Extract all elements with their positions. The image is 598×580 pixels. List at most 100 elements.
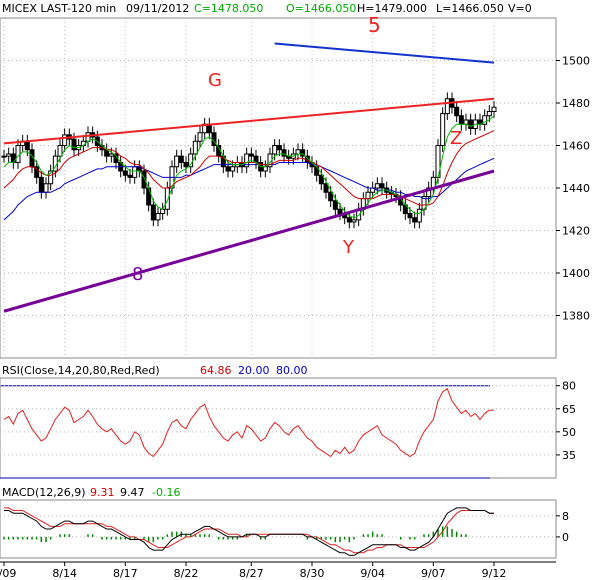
ema-mid-line [3,130,495,206]
rsi-line [3,388,494,458]
x-tick-label: 8/22 [174,567,199,580]
candle-body [486,111,492,117]
ema-fast-line [3,115,495,219]
x-tick-label: 8/30 [300,567,325,580]
candle-body [34,166,40,178]
candle-body [346,217,352,223]
candle-body [332,200,338,210]
candle-body [416,208,422,223]
candle-body [192,140,198,155]
header-close: C=1478.050 [194,2,263,15]
macd-plot-area [0,499,557,559]
rsi-panel: 80 65 50 35 [0,377,576,479]
rsi-upper-band: 80.00 [276,364,308,377]
candle-body [155,213,161,221]
candle-body [164,187,170,210]
wave-label-5: 5 [368,13,381,37]
candle-body [318,174,324,185]
candle-body [24,140,30,151]
candle-body [454,106,460,117]
candle-body [141,170,147,189]
macd-signal-line [4,507,494,554]
price-panel: 1380 1400 1420 1440 1460 1480 1500 [0,17,590,359]
candle-body [85,132,91,142]
price-y-tick-label: 1480 [562,97,590,110]
rsi-lower-band: 20.00 [238,364,270,377]
header-high: H=1479.000 [357,2,427,15]
candle-body [262,166,268,172]
candle-body [351,219,357,223]
x-tick-label: 9/04 [360,567,385,580]
candle-body [178,155,184,163]
wave-label-z: Z [450,128,462,149]
macd-signal-value: 9.47 [120,486,145,499]
candle-body [444,98,450,115]
candle-body [407,213,413,219]
candle-body [244,153,250,168]
header-open: O=1466.050 [286,2,356,15]
candle-body [38,176,44,193]
macd-hist-value: -0.16 [152,486,180,499]
support-trendline [3,169,495,313]
candle-body [440,113,446,146]
candle-body [127,174,133,178]
wave-label-8: 8 [132,264,143,285]
candle-body [43,183,49,193]
candle-body [276,145,282,151]
candle-body [491,106,497,112]
x-tick-label: 8/17 [113,567,138,580]
candle-body [248,153,254,157]
wave5-trendline [274,42,495,64]
price-y-tick-label: 1420 [562,225,590,238]
candle-body [150,204,156,221]
candle-body [57,145,63,157]
candle-body [108,153,114,157]
price-y-tick-label: 1400 [562,267,590,280]
header-date: 09/11/2012 [126,2,189,15]
wave-label-y: Y [342,237,355,258]
rsi-label: RSI(Close,14,20,80,Red,Red) [2,364,160,377]
candle-body [379,183,385,189]
rsi-y-tick-label: 65 [562,403,576,416]
wave-label-g: G [208,70,222,91]
candle-body [468,119,474,129]
candle-body [374,183,380,189]
price-y-tick-label: 1500 [562,55,590,68]
header-low: L=1466.050 [436,2,504,15]
candle-body [328,191,334,202]
x-tick-label: 9/12 [482,567,507,580]
candle-body [300,149,306,157]
candle-body [295,149,301,155]
rsi-y-tick-label: 80 [562,380,576,393]
candle-body [71,138,77,151]
candle-body [132,166,138,178]
x-tick-label: 8/09 [0,567,16,580]
x-tick-label: 8/14 [52,567,77,580]
macd-panel: 80 [0,499,569,559]
candle-body [463,119,469,125]
candle-body [337,208,343,214]
candle-body [458,115,464,125]
candle-body [281,149,287,157]
candle-body [160,208,166,214]
rsi-y-tick-label: 35 [562,449,576,462]
macd-value: 9.31 [90,486,115,499]
macd-line [4,507,494,556]
candle-body [174,155,180,168]
candle-body [482,115,488,125]
header-instrument: MICEX LAST-120 min [2,2,116,15]
candle-body [365,191,371,200]
candle-body [272,145,278,155]
price-y-tick-label: 1460 [562,140,590,153]
candle-body [426,187,432,197]
header-volume: V=0 [508,2,532,15]
macd-y-tick-label: 8 [562,510,569,523]
candle-body [1,155,7,158]
price-y-tick-label: 1380 [562,310,590,323]
candle-body [122,170,128,176]
x-axis: 8/09 8/14 8/17 8/22 8/27 8/30 9/04 9/07 9/12 [0,561,556,580]
price-y-tick-label: 1440 [562,182,590,195]
candle-body [183,162,189,168]
candle-body [6,153,12,157]
